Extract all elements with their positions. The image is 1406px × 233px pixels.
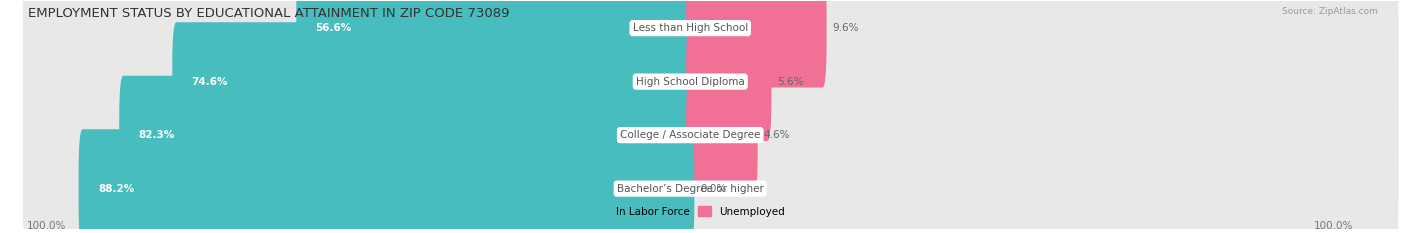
FancyBboxPatch shape: [686, 22, 772, 141]
Text: 5.6%: 5.6%: [778, 77, 804, 87]
FancyBboxPatch shape: [120, 76, 695, 195]
Text: 100.0%: 100.0%: [1315, 221, 1354, 231]
FancyBboxPatch shape: [686, 0, 827, 88]
Text: 74.6%: 74.6%: [191, 77, 228, 87]
FancyBboxPatch shape: [173, 22, 695, 141]
Text: 4.6%: 4.6%: [763, 130, 790, 140]
Text: EMPLOYMENT STATUS BY EDUCATIONAL ATTAINMENT IN ZIP CODE 73089: EMPLOYMENT STATUS BY EDUCATIONAL ATTAINM…: [28, 7, 509, 20]
Text: 0.0%: 0.0%: [700, 184, 727, 194]
Text: 9.6%: 9.6%: [832, 23, 859, 33]
Text: Bachelor’s Degree or higher: Bachelor’s Degree or higher: [617, 184, 763, 194]
Text: Less than High School: Less than High School: [633, 23, 748, 33]
Text: 88.2%: 88.2%: [98, 184, 134, 194]
Text: 56.6%: 56.6%: [316, 23, 352, 33]
Text: High School Diploma: High School Diploma: [636, 77, 745, 87]
Text: 82.3%: 82.3%: [139, 130, 174, 140]
Text: 100.0%: 100.0%: [27, 221, 66, 231]
FancyBboxPatch shape: [22, 129, 1399, 233]
FancyBboxPatch shape: [22, 0, 1399, 88]
Legend: In Labor Force, Unemployed: In Labor Force, Unemployed: [592, 202, 789, 221]
Text: College / Associate Degree: College / Associate Degree: [620, 130, 761, 140]
FancyBboxPatch shape: [686, 76, 758, 195]
Text: Source: ZipAtlas.com: Source: ZipAtlas.com: [1282, 7, 1378, 16]
FancyBboxPatch shape: [297, 0, 695, 88]
FancyBboxPatch shape: [22, 76, 1399, 195]
FancyBboxPatch shape: [22, 22, 1399, 141]
FancyBboxPatch shape: [79, 129, 695, 233]
